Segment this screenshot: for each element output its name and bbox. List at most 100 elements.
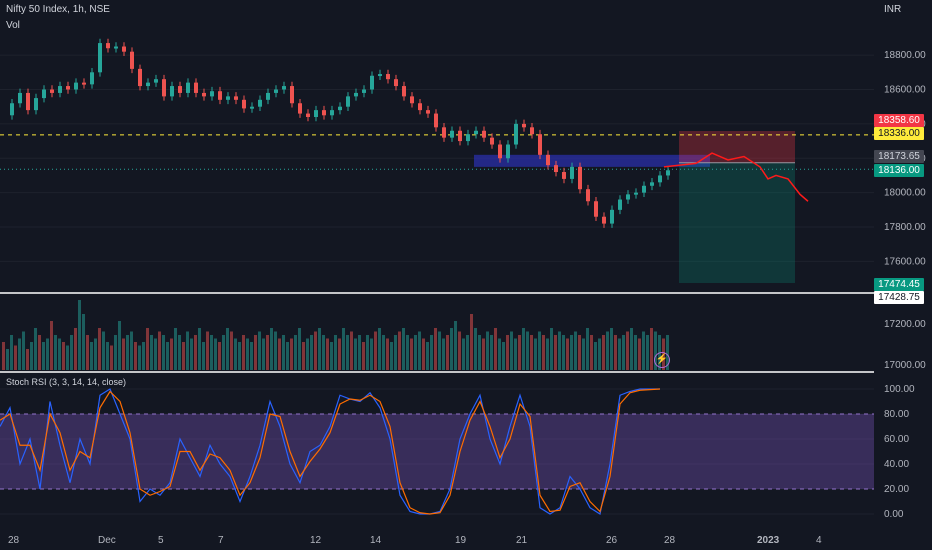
candle [170,86,174,97]
candle [626,194,630,200]
volume-bar [354,338,357,370]
volume-bar [178,335,181,370]
stoch-rsi-label: Stoch RSI (3, 3, 14, 14, close) [6,377,127,387]
volume-bar [78,300,81,370]
candle [298,103,302,114]
volume-bar [574,331,577,370]
volume-bar [650,328,653,370]
candle [90,72,94,85]
volume-bar [38,335,41,370]
volume-bar [614,335,617,370]
stoch-series-line [0,388,660,515]
volume-bar [186,331,189,370]
volume-bar [626,331,629,370]
volume-bar [562,335,565,370]
candle [34,98,38,111]
candle [514,123,518,145]
candle [306,113,310,118]
candle [330,110,334,116]
volume-bar [446,335,449,370]
volume-bar [86,335,89,370]
price-tag: 18336.00 [874,127,924,140]
candle [426,110,430,114]
candle [234,96,238,100]
price-tag: 18136.00 [874,164,924,177]
volume-bar [602,335,605,370]
volume-bar [450,328,453,370]
volume-bar [414,335,417,370]
y-tick-label: 17000.00 [884,360,926,371]
volume-bar [274,331,277,370]
candle [26,92,30,111]
volume-bar [338,338,341,370]
price-tag: 17474.45 [874,278,924,291]
volume-bar [430,335,433,370]
candle [410,96,414,104]
volume-bar [10,335,13,370]
y-tick-label: 100.00 [884,384,915,395]
volume-bar [82,314,85,370]
candle [266,92,270,100]
demand-zone [474,154,710,167]
candle [314,110,318,118]
candle [386,74,390,80]
y-tick-label: 20.00 [884,484,909,495]
x-tick-label: 19 [455,535,467,546]
volume-bar [390,342,393,370]
volume-bar [462,338,465,370]
volume-bar [374,331,377,370]
candle [482,130,486,138]
candle [10,103,14,116]
candle [506,144,510,159]
volume-bar [58,338,61,370]
volume-bar [642,331,645,370]
volume-bar [406,335,409,370]
candle [338,106,342,111]
volume-bar [478,335,481,370]
volume-bar [598,338,601,370]
candle [578,166,582,190]
volume-bar [18,338,21,370]
candle [354,92,358,97]
volume-bar [334,335,337,370]
volume-bar [2,342,5,370]
candle [634,192,638,195]
volume-bar [50,321,53,370]
candle [546,154,550,166]
volume-bar [162,335,165,370]
candle [418,103,422,111]
volume-bar [386,338,389,370]
volume-bar [214,338,217,370]
volume-bar [102,331,105,370]
volume-bar [54,335,57,370]
volume-bar [302,342,305,370]
candle [394,79,398,87]
stoch-series-line [0,388,661,515]
volume-bar [318,328,321,370]
volume-bar [262,338,265,370]
candle [114,46,118,49]
candle [322,110,326,116]
candle [594,201,598,217]
volume-bar [266,335,269,370]
candle [186,82,190,93]
price-tag: 18358.60 [874,114,924,127]
volume-bar [146,328,149,370]
volume-bar [442,338,445,370]
candle [658,175,662,183]
volume-bar [114,335,117,370]
x-tick-label: 28 [8,535,20,546]
volume-bar [362,342,365,370]
stoch-band [0,414,874,489]
volume-bar [30,342,33,370]
volume-bar [154,338,157,370]
candle [666,170,670,176]
y-tick-label: 18600.00 [884,84,926,95]
volume-bar [514,338,517,370]
volume-bar [246,338,249,370]
volume-bar [286,342,289,370]
volume-bar [470,314,473,370]
candle [434,113,438,128]
candle [82,82,86,85]
lightning-icon[interactable]: ⚡ [654,352,670,368]
